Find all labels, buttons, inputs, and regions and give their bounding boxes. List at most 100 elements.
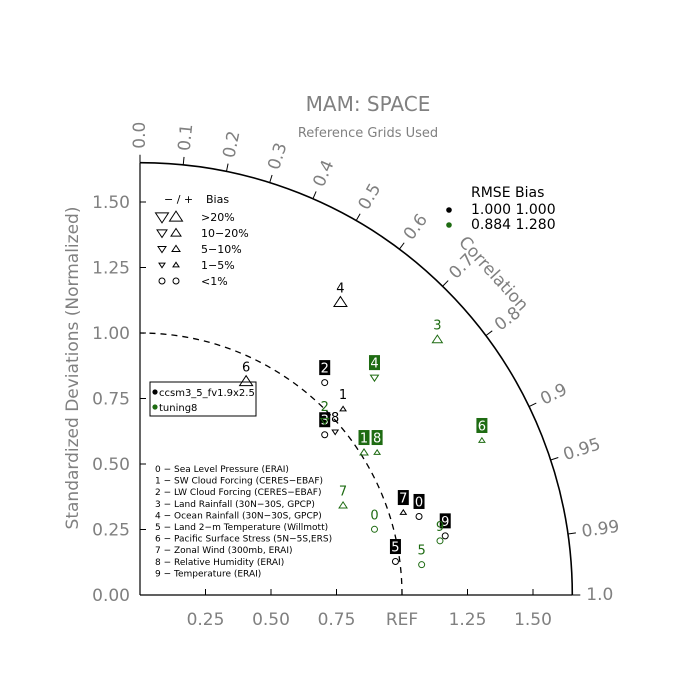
bias-legend-circle xyxy=(172,277,180,285)
point-label: 2 xyxy=(321,362,329,377)
bias-marker-circle xyxy=(415,512,423,520)
point-label: 7 xyxy=(339,484,347,499)
data-point: 6 xyxy=(238,361,254,387)
corr-tick-label: 0.95 xyxy=(561,434,603,465)
point-label: 8 xyxy=(373,432,381,447)
point-label-box xyxy=(476,417,488,433)
point-label-box xyxy=(439,513,451,529)
bias-marker-down-triangle xyxy=(331,429,340,436)
chart-title: MAM: SPACE xyxy=(306,92,431,116)
variable-list-item: 1 − SW Cloud Forcing (CERES−EBAF) xyxy=(155,477,323,487)
bias-marker-circle xyxy=(321,431,329,439)
point-label-box xyxy=(319,360,331,376)
rmse-legend-values: 1.000 1.000 xyxy=(471,202,556,218)
point-label-box xyxy=(358,430,370,446)
point-label: 3 xyxy=(321,414,329,429)
point-label: 9 xyxy=(441,515,449,530)
corr-tick xyxy=(567,532,576,535)
point-label-box xyxy=(371,430,383,446)
data-point: 1 xyxy=(358,430,370,456)
variable-list-item: 8 − Relative Humidity (ERAI) xyxy=(155,558,284,568)
corr-tick xyxy=(550,457,559,461)
corr-tick-label: 1.0 xyxy=(586,585,613,605)
corr-tick xyxy=(442,280,449,287)
bias-legend-sign: − / + xyxy=(164,193,193,206)
data-point: 8 xyxy=(331,411,340,436)
x-tick-label: 0.25 xyxy=(187,610,225,630)
point-label-box xyxy=(413,493,425,509)
bias-legend-down-triangle xyxy=(158,262,166,269)
point-label: 0 xyxy=(415,495,423,510)
x-tick-label: 0.75 xyxy=(318,610,356,630)
variable-list-item: 5 − Land 2−m Temperature (Willmott) xyxy=(155,523,328,533)
bias-legend-up-triangle xyxy=(170,227,182,237)
bias-marker-circle xyxy=(418,561,426,569)
bias-marker-up-triangle xyxy=(399,508,408,515)
corr-tick-label: 0.5 xyxy=(354,180,385,213)
variable-list-item: 4 − Ocean Rainfall (30N−30S, GPCP) xyxy=(155,511,322,521)
point-label: 8 xyxy=(331,411,339,426)
y-tick-label: 1.50 xyxy=(92,193,130,213)
corr-tick xyxy=(269,174,273,183)
bias-marker-up-triangle xyxy=(339,405,347,412)
data-point: 7 xyxy=(397,490,409,515)
data-point: 5 xyxy=(418,544,426,569)
bias-legend-down-triangle xyxy=(157,245,167,254)
corr-tick xyxy=(485,330,493,337)
data-point: 2 xyxy=(319,400,330,426)
corr-tick xyxy=(528,402,537,408)
point-label-box xyxy=(368,355,380,371)
bias-marker-up-triangle xyxy=(333,295,348,308)
rmse-legend-header: RMSE Bias xyxy=(471,185,544,201)
data-point: 8 xyxy=(371,430,383,455)
x-tick-label: 0.50 xyxy=(252,610,290,630)
data-point: 5 xyxy=(389,539,401,566)
bias-marker-down-triangle xyxy=(319,417,330,426)
corr-tick-label: 0.6 xyxy=(400,210,432,244)
point-label: 9 xyxy=(436,520,444,535)
bias-legend-down-triangle xyxy=(154,212,170,224)
corr-tick xyxy=(182,156,185,165)
outer-arc xyxy=(139,161,574,596)
case-legend-box xyxy=(149,381,257,417)
bias-legend-label: <1% xyxy=(201,275,228,288)
bias-marker-circle xyxy=(370,525,378,533)
bias-marker-circle xyxy=(441,532,449,540)
variable-list-item: 7 − Zonal Wind (300mb, ERAI) xyxy=(155,546,293,556)
corr-tick-label: 0.1 xyxy=(175,123,198,152)
corr-tick-label: 0.4 xyxy=(309,157,338,190)
y-tick-label: 0.50 xyxy=(92,455,130,475)
point-label: 4 xyxy=(336,281,344,296)
corr-tick-label: 0.3 xyxy=(264,140,291,172)
y-tick-label: 0.00 xyxy=(92,586,130,606)
data-point: 4 xyxy=(333,281,348,308)
case-legend-dot xyxy=(152,389,158,395)
data-point: 9 xyxy=(436,520,444,545)
case-legend-label: tuning8 xyxy=(159,403,197,414)
point-label: 5 xyxy=(391,541,399,556)
data-point: 6 xyxy=(476,417,488,443)
point-label-box xyxy=(389,539,401,555)
corr-tick-label: 0.0 xyxy=(130,122,150,149)
bias-legend-label: 1−5% xyxy=(201,259,235,272)
corr-tick-label: 0.2 xyxy=(219,129,244,160)
bias-marker-up-triangle xyxy=(359,448,369,456)
data-point: 0 xyxy=(370,508,379,533)
y-tick-label: 1.25 xyxy=(92,259,130,279)
rmse-legend-dot xyxy=(446,222,452,228)
bias-legend-up-triangle xyxy=(168,210,184,222)
y-tick-label: 0.25 xyxy=(92,521,130,541)
data-point: 2 xyxy=(319,360,331,387)
point-label: 2 xyxy=(321,400,329,415)
bias-legend-circle xyxy=(158,277,166,285)
data-point: 0 xyxy=(413,493,425,520)
bias-marker-circle xyxy=(436,537,444,545)
bias-legend-up-triangle xyxy=(171,244,181,253)
corr-tick-label: 0.9 xyxy=(537,380,570,410)
bias-legend-header: Bias xyxy=(206,193,229,206)
data-point: 4 xyxy=(368,355,380,383)
y-axis-label: Standardized Deviations (Normalized) xyxy=(63,207,83,530)
bias-marker-up-triangle xyxy=(373,448,382,455)
